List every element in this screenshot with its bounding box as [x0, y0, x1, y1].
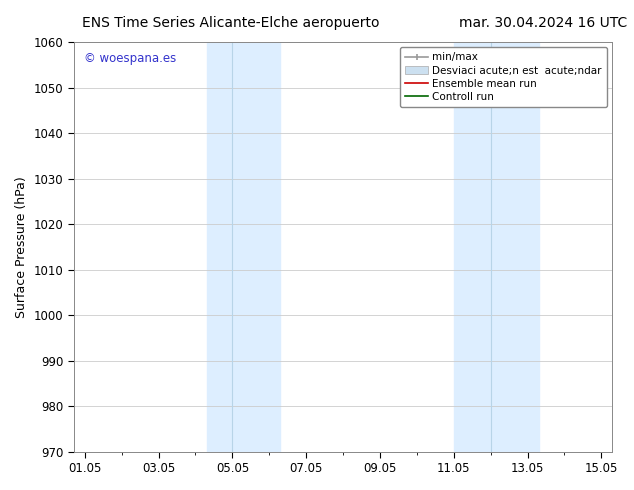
Bar: [454, 42, 539, 452]
Bar: [207, 42, 280, 452]
Text: ENS Time Series Alicante-Elche aeropuerto: ENS Time Series Alicante-Elche aeropuert…: [82, 16, 380, 30]
Y-axis label: Surface Pressure (hPa): Surface Pressure (hPa): [15, 176, 28, 318]
Text: © woespana.es: © woespana.es: [84, 52, 177, 65]
Legend: min/max, Desviaci acute;n est  acute;ndar, Ensemble mean run, Controll run: min/max, Desviaci acute;n est acute;ndar…: [400, 47, 607, 107]
Text: mar. 30.04.2024 16 UTC: mar. 30.04.2024 16 UTC: [460, 16, 628, 30]
